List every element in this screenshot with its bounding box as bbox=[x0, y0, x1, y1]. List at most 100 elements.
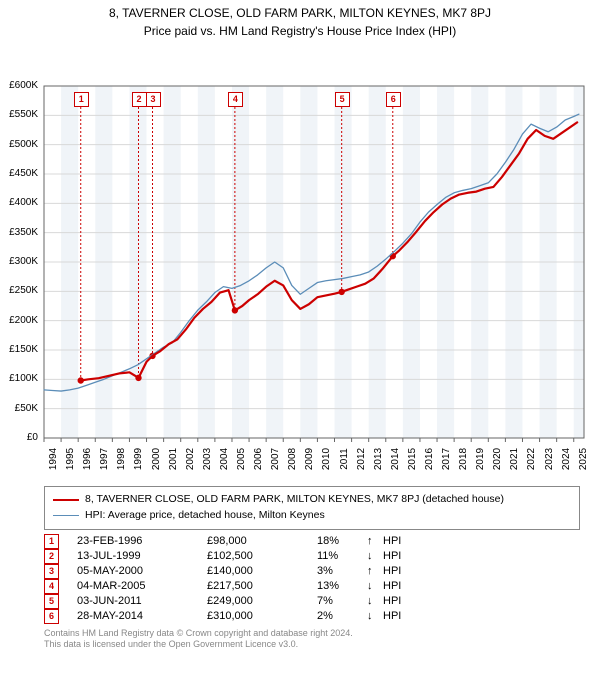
sales-row-cmp: HPI bbox=[383, 610, 401, 622]
ytick-label: £250K bbox=[2, 285, 38, 296]
chart-sale-marker: 4 bbox=[228, 92, 243, 107]
sales-row: 503-JUN-2011£249,0007%↓HPI bbox=[44, 594, 580, 609]
sales-row-marker: 4 bbox=[44, 579, 59, 594]
sales-row-pct: 13% bbox=[317, 580, 367, 592]
ytick-label: £150K bbox=[2, 344, 38, 355]
xtick-label: 1999 bbox=[133, 444, 144, 474]
ytick-label: £400K bbox=[2, 197, 38, 208]
xtick-label: 2007 bbox=[270, 444, 281, 474]
chart-title-line1: 8, TAVERNER CLOSE, OLD FARM PARK, MILTON… bbox=[0, 0, 600, 20]
chart-sale-marker: 5 bbox=[335, 92, 350, 107]
chart-sale-marker: 6 bbox=[386, 92, 401, 107]
ytick-label: £600K bbox=[2, 80, 38, 91]
xtick-label: 2023 bbox=[544, 444, 555, 474]
xtick-label: 2013 bbox=[373, 444, 384, 474]
sales-row-arrow: ↓ bbox=[367, 580, 383, 592]
xtick-label: 2024 bbox=[561, 444, 572, 474]
footnote: Contains HM Land Registry data © Crown c… bbox=[44, 628, 580, 651]
legend-label: HPI: Average price, detached house, Milt… bbox=[85, 508, 325, 524]
sales-row-marker: 1 bbox=[44, 534, 59, 549]
xtick-label: 2000 bbox=[151, 444, 162, 474]
sales-row: 3 05-MAY-2000£140,0003%↑HPI bbox=[44, 564, 580, 579]
sales-row-price: £98,000 bbox=[207, 535, 317, 547]
xtick-label: 2006 bbox=[253, 444, 264, 474]
xtick-label: 2016 bbox=[424, 444, 435, 474]
sales-row-marker: 2 bbox=[44, 549, 59, 564]
sales-row-price: £310,000 bbox=[207, 610, 317, 622]
sales-row-pct: 11% bbox=[317, 550, 367, 562]
sales-row-pct: 3% bbox=[317, 565, 367, 577]
sales-row-date: 23-FEB-1996 bbox=[77, 535, 207, 547]
footnote-line1: Contains HM Land Registry data © Crown c… bbox=[44, 628, 580, 640]
chart-sale-marker: 3 bbox=[146, 92, 161, 107]
chart-area: £0 £50K £100K £150K £200K £250K £300K £350K £400… bbox=[0, 38, 600, 478]
sales-row: 6 28-MAY-2014£310,0002%↓HPI bbox=[44, 609, 580, 624]
ytick-label: £300K bbox=[2, 256, 38, 267]
ytick-label: £550K bbox=[2, 109, 38, 120]
xtick-label: 2022 bbox=[526, 444, 537, 474]
sales-row-arrow: ↓ bbox=[367, 595, 383, 607]
footnote-line2: This data is licensed under the Open Gov… bbox=[44, 639, 580, 651]
xtick-label: 1996 bbox=[82, 444, 93, 474]
legend-label: 8, TAVERNER CLOSE, OLD FARM PARK, MILTON… bbox=[85, 492, 504, 508]
ytick-label: £200K bbox=[2, 315, 38, 326]
xtick-label: 1994 bbox=[48, 444, 59, 474]
sales-row-cmp: HPI bbox=[383, 565, 401, 577]
xtick-label: 2002 bbox=[185, 444, 196, 474]
sales-row-arrow: ↓ bbox=[367, 550, 383, 562]
xtick-label: 2025 bbox=[578, 444, 589, 474]
sales-row-date: 28-MAY-2014 bbox=[77, 610, 207, 622]
chart-sale-marker: 2 bbox=[132, 92, 147, 107]
sales-row-price: £217,500 bbox=[207, 580, 317, 592]
sales-row-marker: 6 bbox=[44, 609, 59, 624]
legend-item: 8, TAVERNER CLOSE, OLD FARM PARK, MILTON… bbox=[53, 492, 571, 508]
ytick-label: £0 bbox=[2, 432, 38, 443]
sales-row-price: £102,500 bbox=[207, 550, 317, 562]
sales-row-cmp: HPI bbox=[383, 550, 401, 562]
xtick-label: 2015 bbox=[407, 444, 418, 474]
ytick-label: £100K bbox=[2, 373, 38, 384]
xtick-label: 2004 bbox=[219, 444, 230, 474]
xtick-label: 1997 bbox=[99, 444, 110, 474]
sales-row-pct: 2% bbox=[317, 610, 367, 622]
sales-row-arrow: ↓ bbox=[367, 610, 383, 622]
sales-table: 123-FEB-1996£98,00018%↑HPI213-JUL-1999£1… bbox=[44, 534, 580, 624]
sales-row-arrow: ↑ bbox=[367, 565, 383, 577]
ytick-label: £450K bbox=[2, 168, 38, 179]
xtick-label: 2017 bbox=[441, 444, 452, 474]
xtick-label: 1998 bbox=[116, 444, 127, 474]
xtick-label: 2005 bbox=[236, 444, 247, 474]
legend: 8, TAVERNER CLOSE, OLD FARM PARK, MILTON… bbox=[44, 486, 580, 530]
sales-row: 1 23-FEB-1996£98,00018%↑HPI bbox=[44, 534, 580, 549]
sales-row-marker: 3 bbox=[44, 564, 59, 579]
sales-row-date: 13-JUL-1999 bbox=[77, 550, 207, 562]
chart-title-line2: Price paid vs. HM Land Registry's House … bbox=[0, 20, 600, 38]
sales-row-cmp: HPI bbox=[383, 535, 401, 547]
ytick-label: £350K bbox=[2, 227, 38, 238]
ytick-label: £50K bbox=[2, 403, 38, 414]
xtick-label: 2003 bbox=[202, 444, 213, 474]
sales-row-marker: 5 bbox=[44, 594, 59, 609]
legend-swatch bbox=[53, 515, 79, 516]
legend-swatch bbox=[53, 499, 79, 501]
xtick-label: 2021 bbox=[509, 444, 520, 474]
sales-row-date: 05-MAY-2000 bbox=[77, 565, 207, 577]
sales-row-date: 03-JUN-2011 bbox=[77, 595, 207, 607]
xtick-label: 2020 bbox=[492, 444, 503, 474]
sales-row-cmp: HPI bbox=[383, 580, 401, 592]
xtick-label: 2009 bbox=[304, 444, 315, 474]
sales-row-price: £140,000 bbox=[207, 565, 317, 577]
xtick-label: 2012 bbox=[356, 444, 367, 474]
xtick-label: 1995 bbox=[65, 444, 76, 474]
chart-sale-marker: 1 bbox=[74, 92, 89, 107]
xtick-label: 2010 bbox=[321, 444, 332, 474]
legend-item: HPI: Average price, detached house, Milt… bbox=[53, 508, 571, 524]
sales-row-pct: 7% bbox=[317, 595, 367, 607]
chart-svg bbox=[0, 38, 600, 478]
xtick-label: 2008 bbox=[287, 444, 298, 474]
xtick-label: 2014 bbox=[390, 444, 401, 474]
sales-row-pct: 18% bbox=[317, 535, 367, 547]
sales-row-arrow: ↑ bbox=[367, 535, 383, 547]
xtick-label: 2018 bbox=[458, 444, 469, 474]
sales-row: 404-MAR-2005£217,50013%↓HPI bbox=[44, 579, 580, 594]
